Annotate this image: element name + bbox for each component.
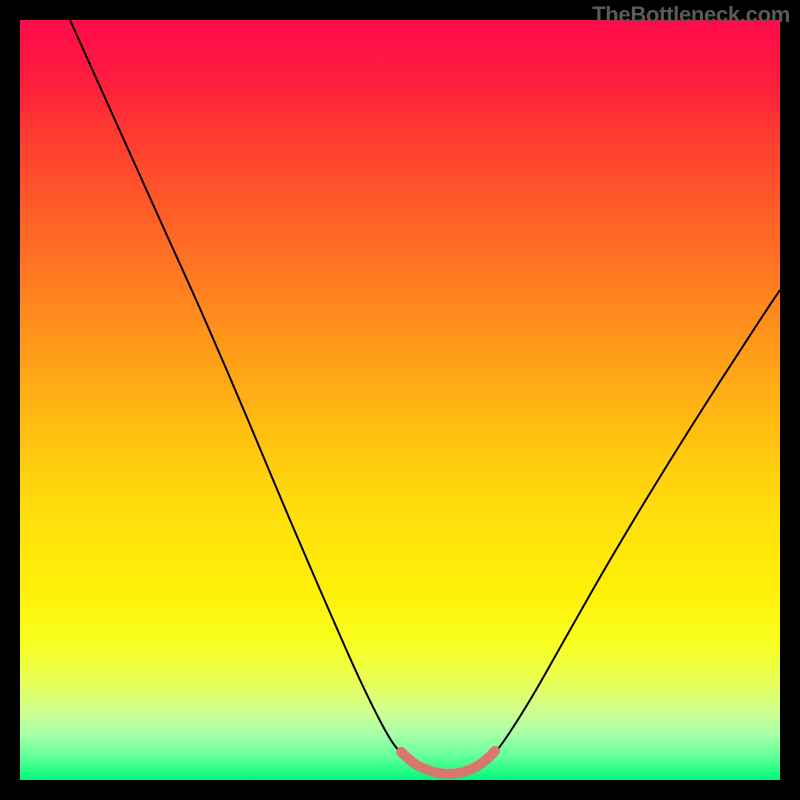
watermark-text: TheBottleneck.com bbox=[592, 2, 790, 28]
bottleneck-chart bbox=[0, 0, 800, 800]
chart-gradient-bg bbox=[20, 20, 780, 780]
chart-container: TheBottleneck.com bbox=[0, 0, 800, 800]
